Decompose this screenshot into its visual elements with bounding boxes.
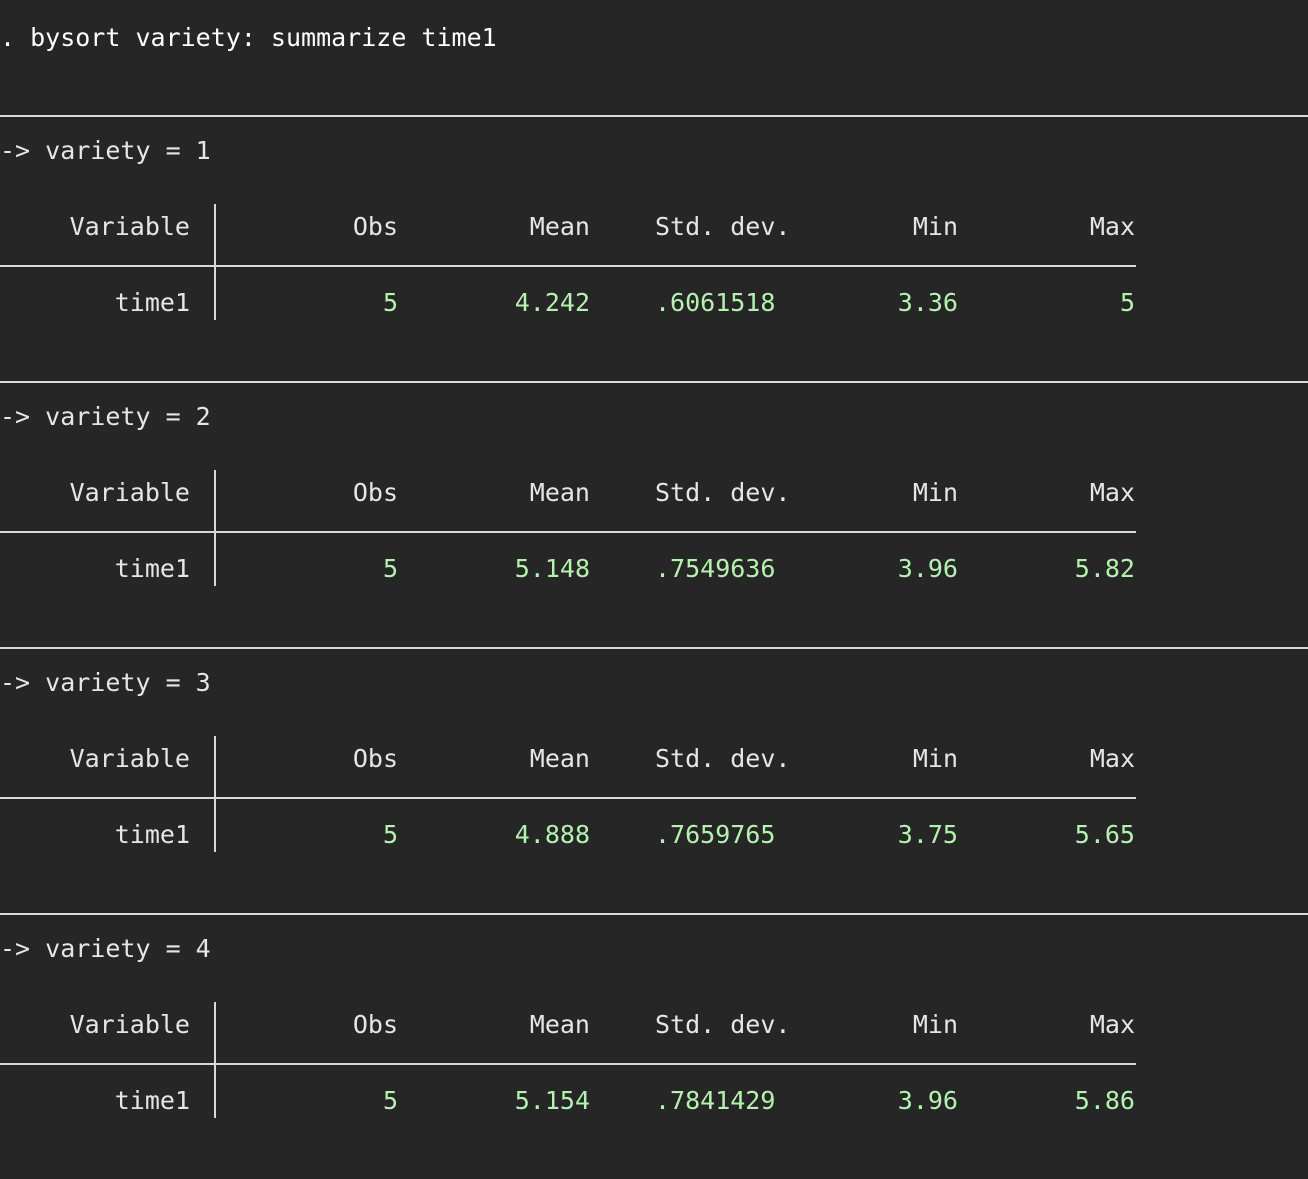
table-vertical-rule	[214, 204, 216, 320]
value-obs: 5	[382, 554, 398, 583]
value-min: 3.96	[897, 554, 958, 583]
group-separator	[0, 381, 1308, 383]
value-obs: 5	[382, 1086, 398, 1115]
by-group-1: -> variety = 1 Variable Obs Mean Std. de…	[0, 115, 1308, 381]
header-max: Max	[1089, 478, 1135, 507]
header-std-dev: Std. dev.	[655, 212, 791, 241]
table-header-rule	[0, 797, 1136, 799]
group-separator	[0, 647, 1308, 649]
value-mean: 5.154	[514, 1086, 590, 1115]
header-min: Min	[912, 744, 958, 773]
row-variable-name: time1	[114, 288, 190, 317]
value-obs: 5	[382, 288, 398, 317]
header-std-dev: Std. dev.	[655, 744, 791, 773]
value-max: 5.82	[1074, 554, 1135, 583]
value-std-dev: .7659765	[655, 820, 776, 849]
header-obs: Obs	[352, 1010, 398, 1039]
header-max: Max	[1089, 744, 1135, 773]
header-max: Max	[1089, 212, 1135, 241]
table-vertical-rule	[214, 736, 216, 852]
value-min: 3.75	[897, 820, 958, 849]
value-max: 5.86	[1074, 1086, 1135, 1115]
header-std-dev: Std. dev.	[655, 478, 791, 507]
header-min: Min	[912, 1010, 958, 1039]
header-min: Min	[912, 212, 958, 241]
group-separator	[0, 115, 1308, 117]
group-separator	[0, 913, 1308, 915]
header-mean: Mean	[529, 744, 590, 773]
header-variable: Variable	[69, 478, 190, 507]
value-max: 5.65	[1074, 820, 1135, 849]
header-variable: Variable	[69, 1010, 190, 1039]
table-header-rule	[0, 265, 1136, 267]
value-mean: 4.242	[514, 288, 590, 317]
value-mean: 4.888	[514, 820, 590, 849]
value-mean: 5.148	[514, 554, 590, 583]
header-mean: Mean	[529, 478, 590, 507]
header-obs: Obs	[352, 744, 398, 773]
header-std-dev: Std. dev.	[655, 1010, 791, 1039]
table-vertical-rule	[214, 470, 216, 586]
by-group-label: -> variety = 3	[0, 668, 211, 697]
header-mean: Mean	[529, 1010, 590, 1039]
value-max: 5	[1119, 288, 1135, 317]
value-min: 3.36	[897, 288, 958, 317]
value-std-dev: .7841429	[655, 1086, 776, 1115]
table-header-rule	[0, 1063, 1136, 1065]
by-group-3: -> variety = 3 Variable Obs Mean Std. de…	[0, 647, 1308, 913]
by-group-label: -> variety = 1	[0, 136, 211, 165]
value-std-dev: .7549636	[655, 554, 776, 583]
by-group-label: -> variety = 4	[0, 934, 211, 963]
header-obs: Obs	[352, 478, 398, 507]
by-group-label: -> variety = 2	[0, 402, 211, 431]
by-group-4: -> variety = 4 Variable Obs Mean Std. de…	[0, 913, 1308, 1179]
table-header-rule	[0, 531, 1136, 533]
table-vertical-rule	[214, 1002, 216, 1118]
header-variable: Variable	[69, 744, 190, 773]
value-min: 3.96	[897, 1086, 958, 1115]
header-max: Max	[1089, 1010, 1135, 1039]
header-min: Min	[912, 478, 958, 507]
header-obs: Obs	[352, 212, 398, 241]
row-variable-name: time1	[114, 554, 190, 583]
header-mean: Mean	[529, 212, 590, 241]
command-echo: . bysort variety: summarize time1	[0, 23, 497, 52]
row-variable-name: time1	[114, 1086, 190, 1115]
header-variable: Variable	[69, 212, 190, 241]
by-group-2: -> variety = 2 Variable Obs Mean Std. de…	[0, 381, 1308, 647]
value-std-dev: .6061518	[655, 288, 776, 317]
value-obs: 5	[382, 820, 398, 849]
row-variable-name: time1	[114, 820, 190, 849]
